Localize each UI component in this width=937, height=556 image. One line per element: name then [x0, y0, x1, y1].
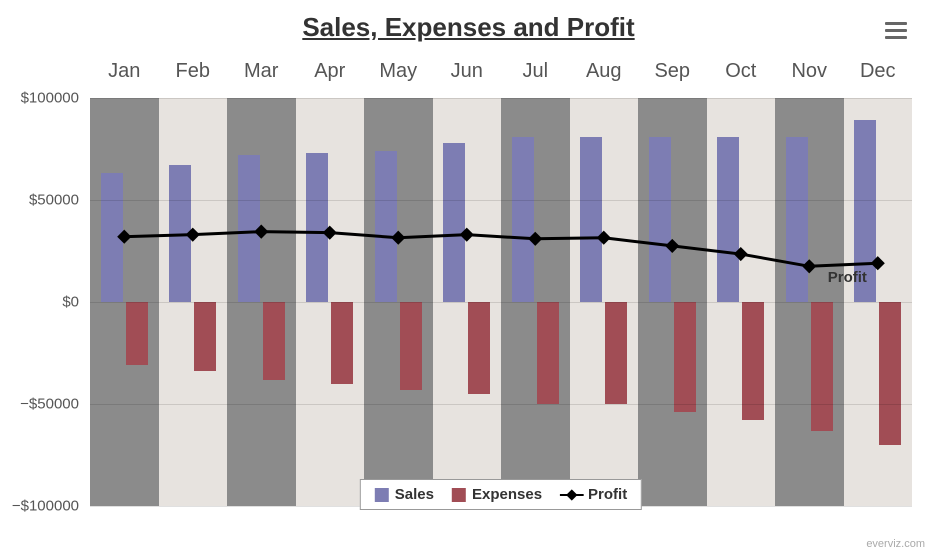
x-tick-label: Aug — [586, 60, 622, 83]
legend: Sales Expenses Profit — [360, 479, 642, 510]
profit-end-label: Profit — [828, 269, 867, 286]
profit-marker[interactable] — [323, 226, 337, 240]
profit-marker[interactable] — [391, 231, 405, 245]
legend-item-expenses[interactable]: Expenses — [452, 486, 542, 503]
profit-marker[interactable] — [460, 228, 474, 242]
profit-marker[interactable] — [734, 247, 748, 261]
x-tick-label: Jul — [522, 60, 548, 83]
attribution: everviz.com — [866, 538, 925, 550]
x-tick-label: Jun — [451, 60, 483, 83]
plot-area: Sales Expenses Profit Profit — [90, 98, 912, 506]
y-tick-label: −$100000 — [12, 498, 79, 515]
profit-marker[interactable] — [665, 239, 679, 253]
y-tick-label: −$50000 — [20, 396, 79, 413]
y-axis-labels: −$100000−$50000$0$50000$100000 — [0, 98, 85, 506]
profit-marker[interactable] — [871, 256, 885, 270]
profit-marker[interactable] — [186, 228, 200, 242]
profit-marker[interactable] — [254, 225, 268, 239]
x-tick-label: Apr — [314, 60, 345, 83]
profit-marker[interactable] — [117, 230, 131, 244]
profit-marker[interactable] — [802, 259, 816, 273]
y-tick-label: $100000 — [21, 90, 79, 107]
profit-marker[interactable] — [528, 232, 542, 246]
x-tick-label: Sep — [654, 60, 690, 83]
hamburger-icon[interactable] — [885, 18, 907, 43]
x-tick-label: May — [379, 60, 417, 83]
x-tick-label: Nov — [791, 60, 827, 83]
x-tick-label: Oct — [725, 60, 756, 83]
legend-item-sales[interactable]: Sales — [375, 486, 434, 503]
x-tick-label: Mar — [244, 60, 278, 83]
y-tick-label: $50000 — [29, 192, 79, 209]
profit-marker[interactable] — [597, 231, 611, 245]
y-tick-label: $0 — [62, 294, 79, 311]
x-axis-labels: Jan Feb Mar Apr May Jun Jul Aug Sep Oct Nov Dec — [90, 60, 912, 90]
x-tick-label: Jan — [108, 60, 140, 83]
x-tick-label: Feb — [176, 60, 210, 83]
legend-item-profit[interactable]: Profit — [560, 486, 627, 503]
x-tick-label: Dec — [860, 60, 896, 83]
profit-line — [124, 232, 878, 267]
chart-title: Sales, Expenses and Profit — [0, 12, 937, 43]
